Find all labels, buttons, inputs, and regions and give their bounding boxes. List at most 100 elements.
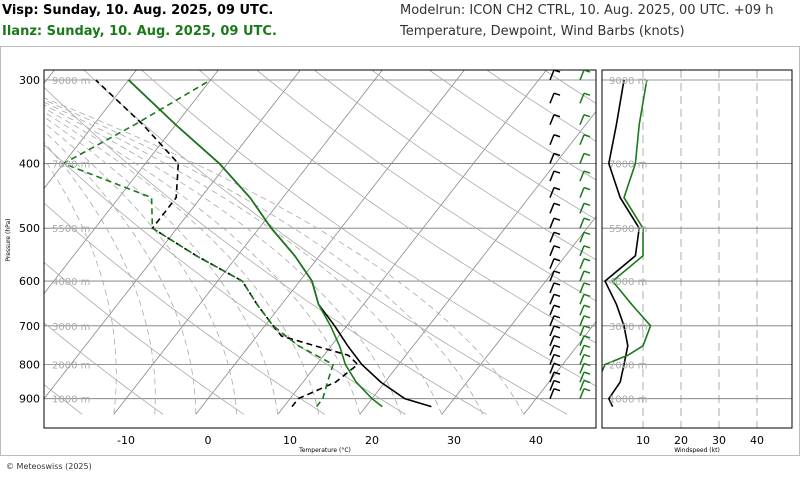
wind-barb-flag	[553, 362, 561, 367]
wind-grid	[602, 70, 792, 428]
wind-barb	[579, 335, 585, 347]
wind-barb-flag	[553, 282, 561, 286]
wind-series-line-0	[604, 79, 641, 407]
wind-barb	[549, 258, 555, 270]
wind-barb	[549, 114, 555, 125]
wind-barb-flag	[583, 387, 591, 392]
modelrun-label: Modelrun: ICON CH2 CTRL, 10. Aug. 2025, …	[400, 3, 774, 18]
height-label: 2000 m	[52, 361, 90, 372]
dry-adiabat	[371, 70, 596, 220]
wind-barb	[579, 114, 585, 125]
isotherm-line	[523, 321, 596, 415]
wind-tick-label: 40	[750, 434, 764, 447]
isotherm-line	[44, 70, 137, 190]
isotherm-line	[113, 70, 383, 415]
wind-barb-flag	[553, 114, 561, 118]
moist-adiabat	[44, 122, 238, 415]
series-line-3	[61, 79, 335, 408]
station-secondary-title: Ilanz: Sunday, 10. Aug. 2025, 09 UTC.	[2, 24, 277, 39]
series-line-0	[128, 79, 432, 408]
wind-barb	[579, 70, 585, 81]
moist-adiabat	[44, 130, 197, 415]
wind-barb-flag	[583, 231, 591, 236]
dry-adiabat	[429, 70, 596, 181]
moist-adiabat	[44, 107, 361, 415]
wind-barb	[549, 170, 555, 182]
wind-barb	[579, 232, 585, 243]
wind-barb	[579, 345, 585, 356]
dry-adiabat	[314, 70, 596, 261]
pressure-tick-label: 700	[19, 320, 40, 333]
wind-barb	[549, 217, 555, 229]
pressure-axis-label: Pressure (hPa)	[5, 218, 12, 261]
dry-adiabat	[199, 70, 596, 344]
wind-height-label: 2000 m	[609, 361, 647, 372]
wind-barb-flag	[553, 152, 561, 157]
wind-barb	[549, 345, 555, 356]
chart-frame	[0, 46, 800, 456]
dry-adiabat	[775, 70, 800, 414]
wind-barb-flag	[583, 304, 591, 308]
dry-adiabat	[44, 322, 164, 415]
wind-barb-flag	[583, 152, 591, 157]
series-line-2	[128, 79, 383, 408]
wind-barb-flag	[553, 258, 561, 262]
wind-barb	[579, 315, 585, 327]
wind-barb-flag	[553, 304, 561, 308]
series-line-1	[95, 79, 359, 408]
height-label: 4000 m	[52, 277, 90, 288]
wind-barb	[579, 282, 585, 294]
wind-barb	[549, 187, 555, 198]
wind-barb	[549, 282, 555, 294]
wind-barb	[549, 315, 555, 327]
wind-barb-flag	[583, 325, 591, 329]
wind-barb	[579, 304, 585, 316]
wind-barb-flag	[553, 387, 561, 392]
wind-barb-flag	[583, 362, 591, 367]
wind-barb-flag	[553, 134, 561, 138]
wind-barb-flag	[553, 92, 561, 96]
wind-barb-flag	[553, 335, 561, 339]
wind-barb	[549, 232, 555, 243]
wind-barb-flag	[553, 315, 561, 319]
wind-barb	[549, 371, 555, 383]
wind-barb-flag	[553, 231, 561, 236]
wind-barb-flag	[583, 217, 591, 221]
wind-height-label: 9000 m	[609, 76, 647, 87]
isotherm-line	[277, 70, 547, 415]
height-label: 1000 m	[52, 395, 90, 406]
height-label: 7000 m	[52, 159, 90, 170]
dry-adiabat	[83, 70, 568, 415]
wind-barb	[549, 380, 555, 391]
wind-barb-flag	[553, 344, 561, 349]
wind-height-label: 1000 m	[609, 395, 647, 406]
height-label: 9000 m	[52, 76, 90, 87]
dry-adiabat	[44, 202, 326, 415]
wind-barb-flag	[583, 270, 591, 274]
pressure-tick-label: 300	[19, 74, 40, 87]
wind-barb	[549, 363, 555, 374]
wind-barb-flag	[553, 371, 561, 375]
wind-plot-border	[601, 69, 793, 429]
moist-adiabat	[44, 111, 320, 415]
wind-barb	[549, 294, 555, 305]
wind-barb-flag	[583, 70, 591, 73]
wind-height-label: 4000 m	[609, 277, 647, 288]
wind-barb	[549, 270, 555, 282]
wind-barb	[579, 187, 585, 198]
dry-adiabat	[544, 70, 596, 104]
isotherm-line	[359, 110, 596, 415]
wind-barb-flag	[583, 186, 591, 191]
wind-series-line-1	[602, 79, 652, 374]
temperature-tick-label: 30	[447, 434, 461, 447]
wind-barb	[579, 217, 585, 229]
wind-barb	[549, 304, 555, 316]
wind-barb	[579, 245, 585, 257]
wind-barb	[549, 388, 555, 399]
wind-barb-flag	[583, 170, 591, 174]
wind-barb-flag	[553, 293, 561, 298]
moist-adiabat	[44, 116, 279, 415]
wind-barb	[579, 92, 585, 104]
